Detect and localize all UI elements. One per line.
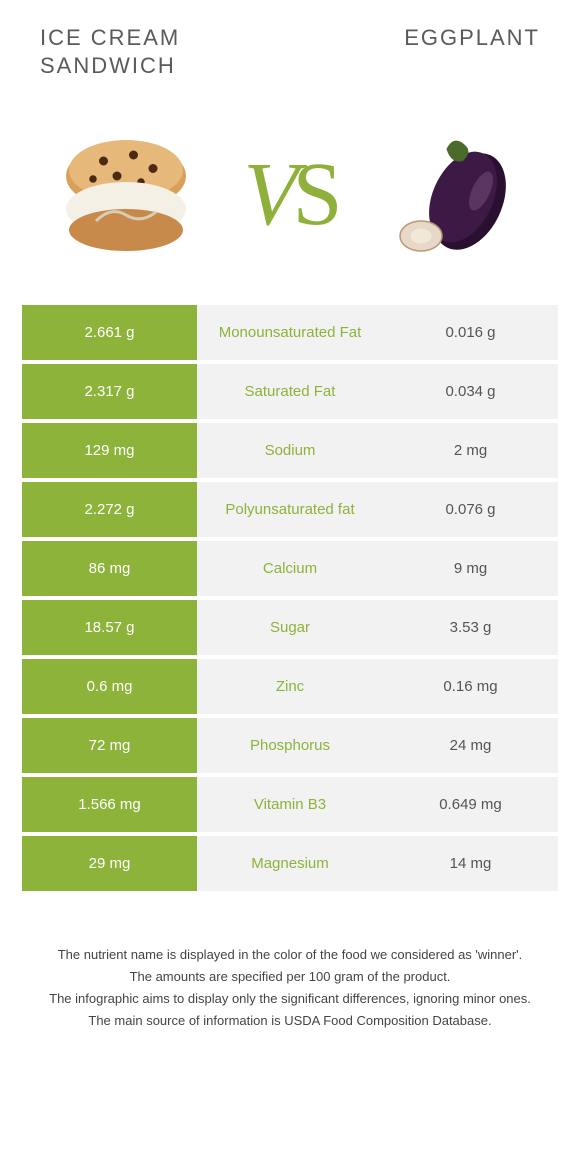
hero-row: VS — [0, 91, 580, 305]
left-value: 1.566 mg — [22, 777, 197, 832]
table-row: 72 mgPhosphorus24 mg — [22, 718, 558, 773]
nutrient-name: Magnesium — [197, 836, 383, 891]
right-value: 9 mg — [383, 541, 558, 596]
table-row: 29 mgMagnesium14 mg — [22, 836, 558, 891]
table-row: 129 mgSodium2 mg — [22, 423, 558, 478]
nutrient-name: Phosphorus — [197, 718, 383, 773]
nutrient-name: Sugar — [197, 600, 383, 655]
right-value: 24 mg — [383, 718, 558, 773]
footnote-line: The main source of information is USDA F… — [28, 1011, 552, 1031]
right-value: 0.649 mg — [383, 777, 558, 832]
vs-label: VS — [243, 143, 336, 246]
left-value: 2.661 g — [22, 305, 197, 360]
right-value: 0.016 g — [383, 305, 558, 360]
left-value: 86 mg — [22, 541, 197, 596]
nutrient-name: Saturated Fat — [197, 364, 383, 419]
footnotes: The nutrient name is displayed in the co… — [0, 895, 580, 1032]
comparison-table: 2.661 gMonounsaturated Fat0.016 g2.317 g… — [0, 305, 580, 891]
title-left-line1: ICE CREAM — [40, 25, 180, 50]
nutrient-name: Zinc — [197, 659, 383, 714]
left-value: 2.317 g — [22, 364, 197, 419]
eggplant-icon — [379, 119, 529, 269]
table-row: 2.661 gMonounsaturated Fat0.016 g — [22, 305, 558, 360]
table-row: 2.317 gSaturated Fat0.034 g — [22, 364, 558, 419]
right-value: 3.53 g — [383, 600, 558, 655]
footnote-line: The infographic aims to display only the… — [28, 989, 552, 1009]
nutrient-name: Calcium — [197, 541, 383, 596]
left-value: 0.6 mg — [22, 659, 197, 714]
footnote-line: The nutrient name is displayed in the co… — [28, 945, 552, 965]
right-value: 0.16 mg — [383, 659, 558, 714]
left-value: 29 mg — [22, 836, 197, 891]
right-value: 2 mg — [383, 423, 558, 478]
table-row: 18.57 gSugar3.53 g — [22, 600, 558, 655]
nutrient-name: Vitamin B3 — [197, 777, 383, 832]
table-row: 0.6 mgZinc0.16 mg — [22, 659, 558, 714]
left-value: 2.272 g — [22, 482, 197, 537]
title-left: ICE CREAM SANDWICH — [40, 24, 180, 79]
table-row: 2.272 gPolyunsaturated fat0.076 g — [22, 482, 558, 537]
ice-cream-sandwich-icon — [51, 119, 201, 269]
table-row: 1.566 mgVitamin B30.649 mg — [22, 777, 558, 832]
nutrient-name: Sodium — [197, 423, 383, 478]
left-value: 72 mg — [22, 718, 197, 773]
footnote-line: The amounts are specified per 100 gram o… — [28, 967, 552, 987]
left-value: 129 mg — [22, 423, 197, 478]
right-value: 0.076 g — [383, 482, 558, 537]
right-value: 0.034 g — [383, 364, 558, 419]
table-row: 86 mgCalcium9 mg — [22, 541, 558, 596]
nutrient-name: Polyunsaturated fat — [197, 482, 383, 537]
titles-row: ICE CREAM SANDWICH EGGPLANT — [0, 0, 580, 91]
title-left-line2: SANDWICH — [40, 53, 176, 78]
left-value: 18.57 g — [22, 600, 197, 655]
title-right: EGGPLANT — [404, 24, 540, 79]
nutrient-name: Monounsaturated Fat — [197, 305, 383, 360]
right-value: 14 mg — [383, 836, 558, 891]
